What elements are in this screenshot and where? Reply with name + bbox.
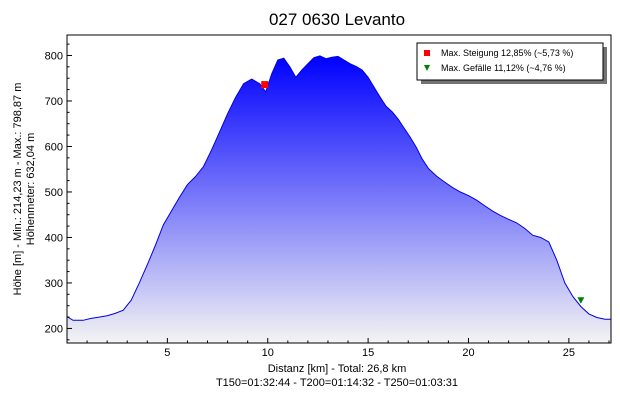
plot-frame [66,34,612,344]
y-tick-label: 600 [45,141,63,153]
elevation-area [67,55,611,343]
chart-title: 027 0630 Levanto [269,10,405,29]
x-axis-label: Distanz [km] - Total: 26,8 km [268,363,407,375]
x-tick-label: 5 [164,347,170,359]
y-tick-label: 300 [45,278,63,290]
y-tick-label: 700 [45,96,63,108]
legend-steigung-label: Max. Steigung 12,85% (~5,73 %) [441,48,573,58]
x-tick-label: 20 [462,347,474,359]
plot-series-group [67,55,611,343]
max-gefaelle-marker [577,297,585,304]
x-tick-label: 25 [563,347,575,359]
axis-ticks-group: 5 10 15 20 25 200 300 400 500 600 700 800 [45,43,610,359]
y-tick-label: 800 [45,50,63,62]
y-tick-label: 200 [45,323,63,335]
markers-group [261,81,585,304]
y-axis-label: Höhe [m] - Min.: 214,23 m - Max.: 798,87… [12,83,24,296]
legend-box [416,42,604,81]
legend-gefaelle-label: Max. Gefälle 11,12% (~4,76 %) [441,63,566,73]
legend-steigung-square-icon [424,50,430,56]
x-tick-label: 15 [362,347,374,359]
y-tick-label: 500 [45,187,63,199]
y-tick-label: 400 [45,232,63,244]
legend-gefaelle-triangle-icon [424,65,430,71]
x-tick-label: 10 [262,347,274,359]
x-axis-label-secondary: T150=01:32:44 - T200=01:14:32 - T250=01:… [216,377,458,389]
y-axis-label-secondary: Höhenmeter: 632,04 m [25,133,37,246]
max-steigung-marker [261,81,269,89]
elevation-line [67,55,611,321]
legend: Max. Steigung 12,85% (~5,73 %) Max. Gefä… [416,42,607,84]
